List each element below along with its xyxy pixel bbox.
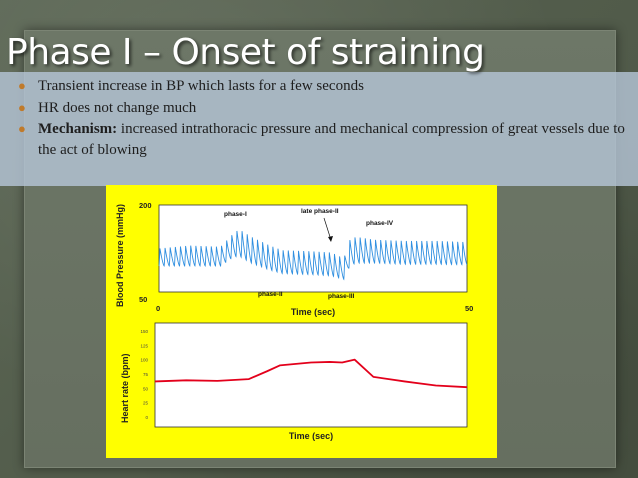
hr-y-tick: 150 (140, 329, 148, 334)
bullet-item: ● HR does not change much (18, 98, 633, 119)
annotation-phase-iii: phase-III (328, 293, 355, 300)
hr-trace-line (154, 358, 468, 389)
bp-plot-area (158, 204, 468, 293)
figure-panel: Blood Pressure (mmHg) 200 50 0 50 Time (… (106, 185, 497, 458)
hr-plot-area (154, 322, 468, 428)
annotation-arrow (323, 217, 332, 241)
slide-title: Phase I – Onset of straining (6, 32, 485, 73)
bullet-item: ● Transient increase in BP which lasts f… (18, 76, 633, 97)
bullet-marker-icon: ● (18, 121, 26, 136)
hr-y-tick: 100 (140, 358, 148, 363)
bullet-bold-text: Mechanism: (38, 121, 118, 137)
bp-y-axis-label: Blood Pressure (mmHg) (115, 204, 125, 307)
bp-x-tick: 50 (465, 304, 473, 313)
bp-x-tick: 0 (156, 304, 160, 313)
bullet-list: ● Transient increase in BP which lasts f… (18, 76, 633, 161)
bullet-box (0, 72, 638, 186)
hr-y-tick: 0 (145, 415, 148, 420)
annotation-late-phase-ii: late phase-II (301, 208, 339, 215)
bullet-marker-icon: ● (18, 99, 26, 115)
bullet-marker-icon: ● (18, 78, 26, 93)
hr-y-tick: 50 (143, 386, 149, 391)
bp-traces (158, 230, 468, 281)
hr-y-axis-label: Heart rate (bpm) (120, 353, 130, 423)
hr-trace-group (154, 358, 468, 389)
hr-y-ticks: 150 125 100 75 50 25 0 (140, 329, 148, 420)
hr-x-axis-label: Time (sec) (289, 431, 333, 441)
bullet-item: ● Mechanism: increased intrathoracic pre… (18, 119, 633, 160)
hr-y-tick: 75 (143, 372, 149, 377)
bp-y-tick: 200 (139, 201, 152, 210)
hr-y-tick: 125 (140, 343, 148, 348)
hr-y-tick: 25 (143, 401, 149, 406)
annotation-phase-i: phase-I (224, 211, 247, 218)
bullet-text: HR does not change much (38, 99, 197, 116)
bullet-text: increased intrathoracic pressure and mec… (38, 121, 625, 158)
bullet-text: Transient increase in BP which lasts for… (38, 78, 364, 94)
figure-svg: Blood Pressure (mmHg) 200 50 0 50 Time (… (115, 201, 473, 441)
annotation-arrowhead (328, 236, 333, 242)
annotation-phase-iv: phase-IV (366, 220, 394, 227)
annotation-phase-ii: phase-II (258, 291, 283, 298)
bp-x-axis-label: Time (sec) (291, 307, 335, 317)
bp-trace-line (158, 230, 468, 281)
bp-y-tick: 50 (139, 295, 147, 304)
